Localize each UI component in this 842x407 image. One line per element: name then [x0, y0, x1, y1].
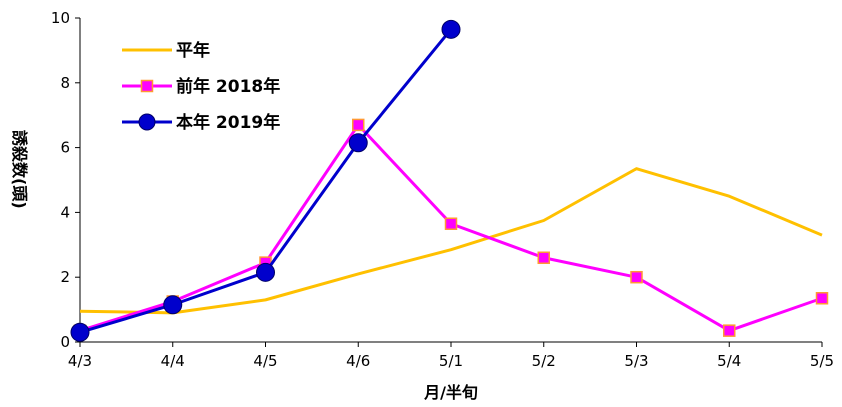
- y-tick-label: 10: [51, 9, 70, 27]
- y-ticks: 0 2 4 6 8 10: [51, 9, 80, 351]
- x-tick-label: 4/4: [161, 352, 185, 370]
- legend-marker-square: [140, 79, 154, 93]
- y-tick-label: 6: [60, 139, 70, 157]
- y-tick-label: 0: [60, 333, 70, 351]
- y-tick-label: 2: [60, 268, 70, 286]
- legend-marker-circle: [138, 113, 156, 131]
- x-axis-title: 月/半旬: [423, 383, 478, 402]
- data-point-square: [723, 324, 736, 337]
- x-tick-label: 4/3: [68, 352, 92, 370]
- legend-label: 本年 2019年: [176, 112, 280, 133]
- data-point-circle: [256, 262, 275, 282]
- x-tick-label: 5/2: [532, 352, 556, 370]
- x-tick-label: 5/4: [717, 352, 741, 370]
- data-point-circle: [348, 133, 368, 153]
- x-tick-label: 5/5: [810, 352, 834, 370]
- x-tick-label: 5/1: [439, 352, 463, 370]
- series-group: [70, 19, 829, 342]
- data-point-circle: [70, 322, 90, 342]
- x-tick-label: 4/6: [346, 352, 370, 370]
- data-point-square: [815, 292, 829, 305]
- series-line-0: [79, 167, 823, 315]
- y-tick-label: 8: [60, 74, 70, 92]
- x-tick-label: 5/3: [624, 352, 648, 370]
- legend-label: 前年 2018年: [176, 76, 280, 97]
- data-point-square: [630, 270, 643, 284]
- y-tick-label: 4: [60, 203, 70, 221]
- y-axis-title: 誘殺数(頭): [10, 130, 29, 209]
- data-point-circle: [441, 19, 461, 39]
- x-tick-label: 4/5: [253, 352, 277, 370]
- data-point-square: [444, 217, 458, 230]
- data-point-square: [537, 251, 550, 265]
- series-line-2: [79, 28, 453, 334]
- legend-label: 平年: [176, 40, 210, 61]
- x-ticks: 4/3 4/4 4/5 4/6 5/1 5/2 5/3 5/4 5/5: [68, 342, 834, 370]
- data-point-circle: [163, 295, 183, 315]
- data-point-square: [352, 118, 365, 132]
